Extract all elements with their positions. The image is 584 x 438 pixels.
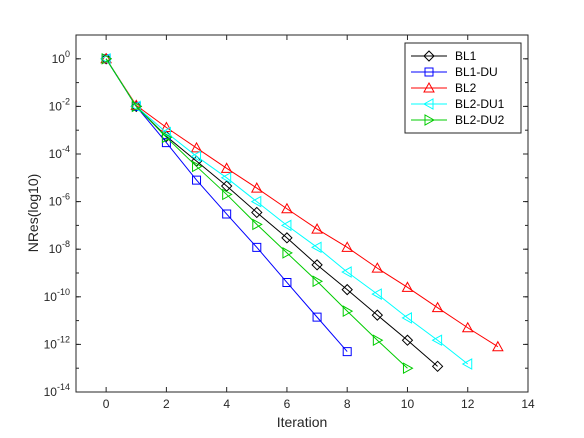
data-point-bl2-du1 [461,358,473,370]
series-bl2-du1 [100,52,473,370]
legend-label-bl1-du: BL1-DU [455,65,498,79]
legend-label-bl2: BL2 [455,81,477,95]
data-point-bl2-du2 [161,131,173,144]
data-point-bl2-du2 [402,362,414,375]
data-point-bl2-du1 [220,171,232,184]
series-line-bl2-du2 [105,58,408,369]
plot-frame [75,34,529,393]
data-point-bl2-du1 [341,266,352,278]
data-point-bl2-du2 [282,247,293,259]
legend-marker-bl1-du [424,67,434,77]
legend-marker-bl1 [423,50,435,62]
legend: BL1 BL1-DU BL2 BL2-DU1 BL2-DU2 [404,42,522,134]
data-point-bl2 [492,340,504,352]
data-point-bl1 [311,259,323,271]
data-point-bl2-du1 [160,126,171,139]
data-point-bl2-du1 [431,334,443,347]
data-point-bl2 [401,281,414,292]
x-tick-label: 2 [163,397,170,411]
y-tick-label: 10-10 [44,287,70,304]
series-line-bl2-du1 [105,58,469,365]
data-point-bl2-du1 [401,312,412,324]
x-tick-label: 12 [461,397,475,411]
data-point-bl1 [130,100,142,113]
data-point-bl2 [311,223,323,234]
data-point-bl2-du1 [280,219,292,232]
data-point-bl1-du [342,347,352,357]
y-tick-label: 10-6 [49,192,70,209]
y-tick-label: 10-4 [49,144,70,161]
data-point-bl2 [371,262,384,273]
data-point-bl1 [371,309,384,321]
data-point-bl2-du2 [252,218,263,231]
legend-box [404,42,522,134]
data-point-bl1 [341,283,353,296]
legend-label-bl2-du1: BL2-DU1 [455,97,505,111]
data-point-bl2 [190,141,203,153]
data-point-bl2 [100,52,112,64]
x-tick-label: 10 [401,397,415,411]
data-point-bl1 [401,334,414,346]
x-tick-label: 8 [344,397,351,411]
data-point-bl1 [251,206,263,219]
data-point-bl1-du [252,242,262,252]
y-tick-label: 100 [52,49,70,66]
x-tick-label: 0 [103,397,110,411]
x-tick-label: 6 [284,397,291,411]
data-point-bl2-du2 [312,275,324,288]
x-tick-label: 4 [223,397,230,411]
data-point-bl1-du [222,209,232,219]
data-point-bl2-du2 [131,100,143,113]
y-tick-label: 10-14 [44,382,70,399]
data-point-bl2-du2 [222,188,233,201]
legend-label-bl2-du2: BL2-DU2 [455,113,505,127]
data-point-bl2 [461,321,474,333]
legend-marker-bl2 [423,81,435,93]
data-point-bl1-du [312,312,322,322]
data-point-bl2 [220,162,233,173]
x-tick-label: 14 [521,397,535,411]
data-point-bl1 [100,53,112,65]
y-tick-label: 10-8 [49,239,70,256]
data-point-bl2-du2 [192,160,203,173]
legend-marker-bl2-du1 [422,98,434,110]
data-point-bl2-du1 [371,288,382,300]
series-layer [100,52,504,375]
legend-marker-bl2-du2 [424,114,436,126]
y-axis-label: NRes(log10) [25,174,41,253]
data-point-bl2 [281,202,293,214]
data-point-bl2-du2 [372,334,384,347]
y-tick-label: 10-12 [44,334,70,351]
series-bl2 [100,52,504,352]
legend-label-bl1: BL1 [455,49,477,63]
series-bl2-du2 [101,52,414,375]
data-point-bl2 [341,241,354,252]
series-line-bl1-du [105,58,348,352]
data-point-bl2 [431,301,444,313]
data-point-bl2 [250,182,263,193]
y-tick-label: 10-2 [49,96,70,113]
data-point-bl2-du1 [250,195,262,208]
data-point-bl2-du1 [190,150,202,163]
data-point-bl1 [220,180,233,192]
data-point-bl2-du1 [311,241,322,254]
data-point-bl1-du [282,277,292,287]
data-point-bl1 [281,232,293,244]
x-axis-label: Iteration [277,414,328,430]
data-point-bl2-du2 [342,305,354,317]
data-point-bl1 [431,360,444,373]
data-point-bl2 [160,121,173,132]
data-point-bl2-du2 [101,52,113,65]
data-point-bl1-du [192,175,202,185]
